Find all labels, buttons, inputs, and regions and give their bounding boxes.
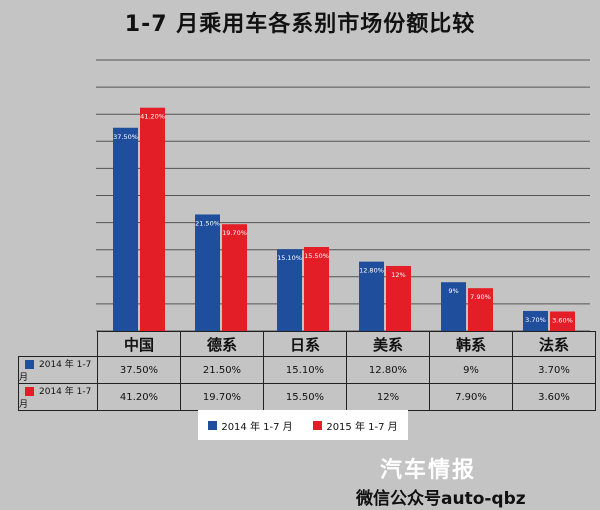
table-cell: 41.20%: [97, 383, 181, 411]
table-cell: 21.50%: [180, 356, 264, 384]
bar: [140, 107, 165, 331]
bar: [441, 282, 466, 331]
category-row: 中国 德系 日系 美系 韩系 法系: [19, 331, 596, 357]
category-cell: 韩系: [429, 331, 513, 357]
data-label: 3.60%: [552, 316, 573, 324]
category-cell: 日系: [263, 331, 347, 357]
bar: [468, 288, 493, 331]
legend-item-2014: 2014 年 1-7 月: [208, 418, 293, 433]
data-label: 41.20%: [140, 113, 165, 121]
category-cell: 德系: [180, 331, 264, 357]
legend-label: 2014 年 1-7 月: [221, 421, 293, 433]
category-cell: 中国: [97, 331, 181, 357]
bar-chart: 37.50% 41.20% 21.50%19.70% 15.10% 15.50% 12.8…: [96, 59, 590, 332]
table-cell: 37.50%: [97, 356, 181, 384]
legend-swatch-blue: [208, 420, 218, 430]
brand-watermark: 汽车情报: [380, 458, 477, 483]
data-label: 15.10%: [277, 254, 302, 262]
table-row: 2014 年 1-7 月 41.20% 19.70% 15.50% 12% 7.…: [18, 383, 596, 411]
data-label: 37.50%: [113, 133, 138, 141]
data-label: 19.70%: [222, 229, 247, 237]
table-cell: 15.10%: [263, 356, 347, 384]
table-cell: 12.80%: [346, 356, 430, 384]
category-cell: 美系: [346, 331, 430, 357]
row-label: 2014 年 1-7 月: [19, 387, 92, 410]
bar: [550, 311, 575, 331]
bar: [222, 224, 247, 331]
table-row: 2014 年 1-7 月 37.50% 21.50% 15.10% 12.80%…: [18, 356, 596, 384]
data-label: 7.90%: [470, 293, 491, 301]
legend: 2014 年 1-7 月 2015 年 1-7 月: [198, 410, 408, 440]
data-label: 12%: [391, 271, 405, 279]
table-cell: 3.60%: [512, 383, 596, 411]
table-cell: 3.70%: [512, 356, 596, 384]
data-label: 12.80%: [359, 267, 384, 275]
table-cell: 19.70%: [180, 383, 264, 411]
legend-label: 2015 年 1-7 月: [326, 421, 398, 433]
table-cell: 9%: [429, 356, 513, 384]
bar: [195, 214, 220, 331]
bar: [304, 246, 329, 331]
legend-item-2015: 2015 年 1-7 月: [313, 418, 398, 433]
table-cell: 15.50%: [263, 383, 347, 411]
data-table: 中国 德系 日系 美系 韩系 法系 2014 年 1-7 月 37.50% 21…: [18, 331, 596, 411]
wechat-id: 微信公众号auto-qbz: [356, 489, 526, 509]
data-label: 21.50%: [195, 219, 220, 227]
row-label: 2014 年 1-7 月: [19, 360, 92, 383]
bar: [523, 310, 548, 331]
table-cell: 12%: [346, 383, 430, 411]
chart-title: 1-7 月乘用车各系别市场份额比较: [124, 12, 476, 37]
bar: [359, 261, 384, 331]
series-2-swatch: [25, 387, 34, 396]
data-label: 15.50%: [304, 252, 329, 260]
legend-swatch-red: [313, 420, 323, 430]
data-label: 3.70%: [525, 316, 546, 324]
data-label: 9%: [448, 287, 458, 295]
bar: [386, 265, 411, 331]
series-1-swatch: [25, 360, 34, 369]
table-cell: 7.90%: [429, 383, 513, 411]
bar: [113, 127, 138, 331]
bar: [277, 249, 302, 331]
category-cell: 法系: [512, 331, 596, 357]
